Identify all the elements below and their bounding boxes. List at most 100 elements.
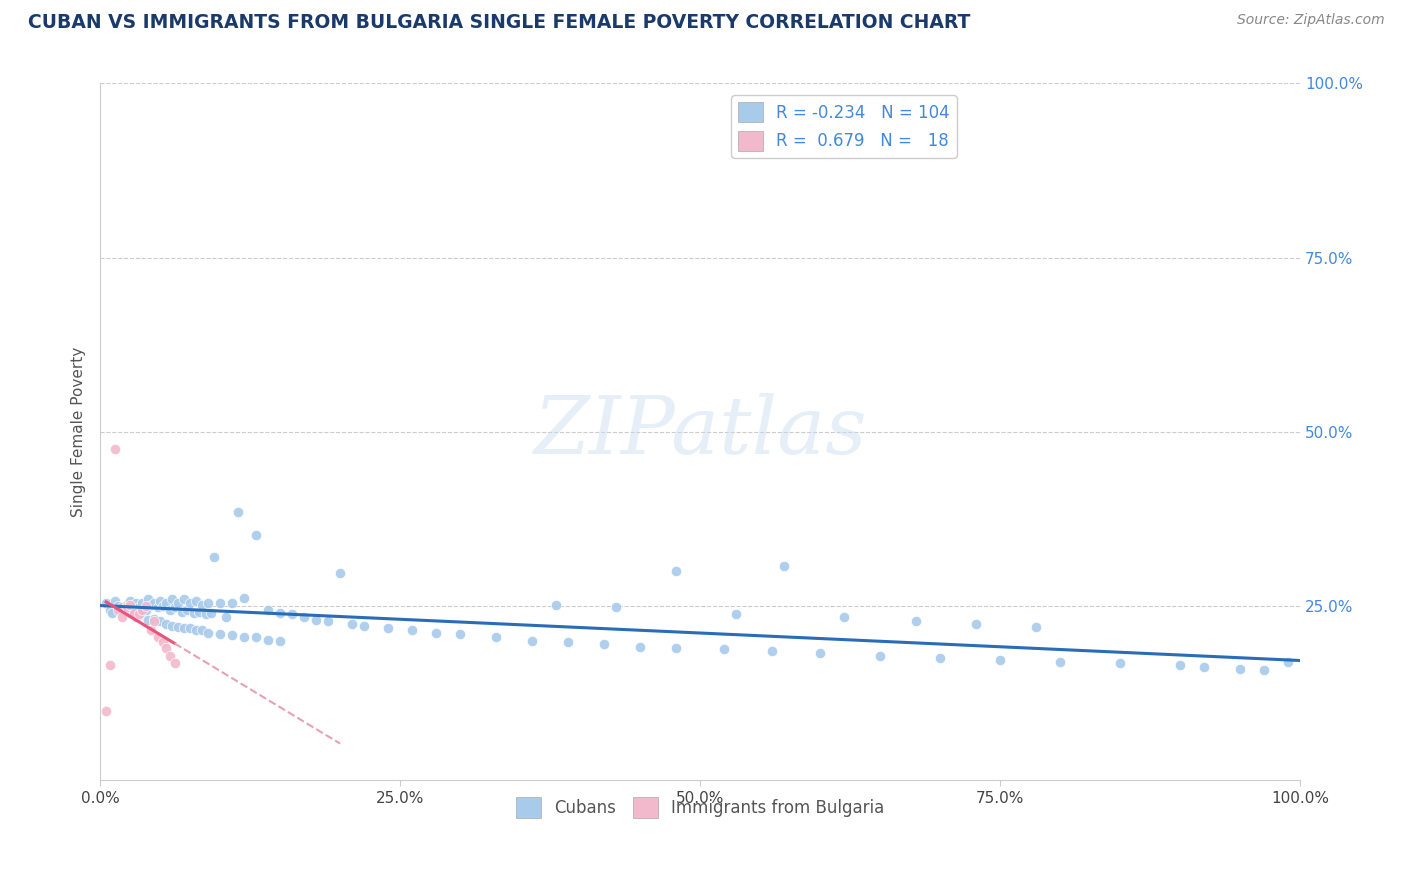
Point bbox=[202, 550, 225, 565]
Point bbox=[155, 640, 177, 655]
Point bbox=[353, 618, 375, 632]
Point bbox=[152, 635, 174, 649]
Point bbox=[103, 593, 125, 607]
Point bbox=[139, 624, 162, 638]
Y-axis label: Single Female Poverty: Single Female Poverty bbox=[72, 347, 86, 517]
Point bbox=[115, 598, 138, 612]
Point bbox=[136, 613, 159, 627]
Point bbox=[101, 606, 124, 620]
Point bbox=[98, 602, 121, 616]
Point bbox=[136, 592, 159, 607]
Point bbox=[160, 592, 183, 607]
Point bbox=[305, 613, 328, 627]
Point bbox=[131, 602, 153, 616]
Point bbox=[1277, 655, 1299, 669]
Point bbox=[269, 634, 291, 648]
Point bbox=[929, 651, 952, 665]
Point bbox=[107, 599, 129, 613]
Text: CUBAN VS IMMIGRANTS FROM BULGARIA SINGLE FEMALE POVERTY CORRELATION CHART: CUBAN VS IMMIGRANTS FROM BULGARIA SINGLE… bbox=[28, 13, 970, 32]
Point bbox=[329, 566, 352, 580]
Point bbox=[143, 596, 166, 610]
Point bbox=[1025, 620, 1047, 634]
Point bbox=[155, 596, 177, 610]
Point bbox=[139, 598, 162, 612]
Point bbox=[120, 598, 142, 612]
Point bbox=[128, 607, 150, 622]
Point bbox=[226, 505, 249, 519]
Point bbox=[146, 631, 169, 645]
Point bbox=[281, 607, 304, 622]
Point bbox=[197, 596, 219, 610]
Point bbox=[233, 631, 256, 645]
Point bbox=[131, 596, 153, 610]
Point bbox=[665, 564, 688, 578]
Point bbox=[167, 620, 190, 634]
Legend: Cubans, Immigrants from Bulgaria: Cubans, Immigrants from Bulgaria bbox=[509, 790, 891, 824]
Point bbox=[292, 609, 315, 624]
Point bbox=[135, 602, 157, 616]
Point bbox=[107, 602, 129, 616]
Point bbox=[1192, 660, 1215, 674]
Point bbox=[425, 625, 447, 640]
Point bbox=[98, 658, 121, 673]
Point bbox=[179, 621, 201, 635]
Point bbox=[191, 598, 214, 612]
Point bbox=[183, 606, 205, 620]
Point bbox=[159, 649, 181, 664]
Point bbox=[197, 625, 219, 640]
Point bbox=[122, 606, 145, 620]
Point bbox=[143, 615, 166, 629]
Point bbox=[125, 609, 148, 624]
Point bbox=[122, 599, 145, 613]
Point bbox=[191, 624, 214, 638]
Point bbox=[905, 614, 928, 628]
Point bbox=[170, 605, 193, 619]
Point bbox=[94, 596, 117, 610]
Point bbox=[988, 653, 1011, 667]
Point bbox=[773, 558, 796, 573]
Point bbox=[128, 600, 150, 615]
Point bbox=[1109, 657, 1132, 671]
Point bbox=[103, 442, 125, 457]
Point bbox=[149, 615, 172, 629]
Point bbox=[152, 599, 174, 613]
Point bbox=[115, 600, 138, 615]
Point bbox=[546, 598, 568, 612]
Point bbox=[221, 596, 243, 610]
Point bbox=[257, 632, 280, 647]
Point bbox=[257, 602, 280, 616]
Point bbox=[194, 607, 217, 622]
Point bbox=[200, 606, 222, 620]
Point bbox=[1049, 655, 1071, 669]
Point bbox=[209, 596, 232, 610]
Point bbox=[120, 593, 142, 607]
Point bbox=[593, 637, 616, 651]
Point bbox=[449, 627, 471, 641]
Point bbox=[112, 602, 135, 616]
Point bbox=[163, 600, 186, 615]
Point bbox=[520, 634, 543, 648]
Point bbox=[143, 612, 166, 626]
Point bbox=[377, 621, 399, 635]
Point bbox=[176, 602, 198, 616]
Point bbox=[269, 606, 291, 620]
Point bbox=[209, 627, 232, 641]
Point bbox=[94, 704, 117, 718]
Point bbox=[557, 635, 579, 649]
Point bbox=[761, 644, 783, 658]
Point bbox=[120, 606, 142, 620]
Point bbox=[485, 631, 508, 645]
Point bbox=[125, 596, 148, 610]
Point bbox=[316, 615, 339, 629]
Point bbox=[184, 593, 207, 607]
Point bbox=[605, 600, 627, 615]
Point bbox=[215, 609, 238, 624]
Point bbox=[146, 600, 169, 615]
Text: Source: ZipAtlas.com: Source: ZipAtlas.com bbox=[1237, 13, 1385, 28]
Point bbox=[233, 591, 256, 605]
Point bbox=[221, 628, 243, 642]
Point bbox=[160, 618, 183, 632]
Point bbox=[1229, 662, 1251, 676]
Point bbox=[111, 600, 134, 615]
Point bbox=[167, 596, 190, 610]
